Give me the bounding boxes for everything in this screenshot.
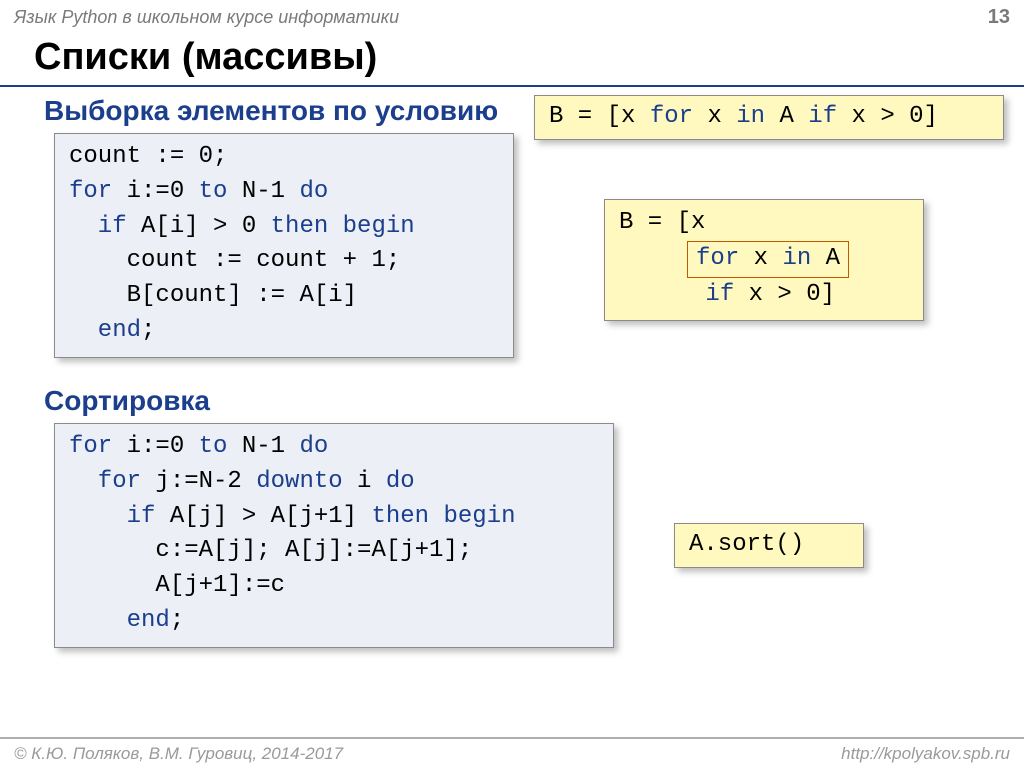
keyword: for [69, 178, 112, 205]
page-number: 13 [988, 6, 1010, 29]
keyword: for [696, 245, 739, 272]
code-text: count := 0; [69, 143, 227, 170]
code-text: A [765, 103, 808, 130]
python-sort: A.sort() [674, 523, 864, 568]
code-text: i:=0 [112, 178, 198, 205]
code-text: A[i] > 0 [127, 213, 271, 240]
keyword: then begin [371, 503, 515, 530]
highlight-frame: for x in A [687, 241, 849, 278]
keyword: end [69, 317, 141, 344]
keyword: do [386, 468, 415, 495]
keyword: if [619, 281, 734, 308]
footer-copyright: © К.Ю. Поляков, В.М. Гуровиц, 2014-2017 [14, 744, 343, 764]
slide-title: Списки (массивы) [0, 30, 1024, 87]
code-text: B = [x [549, 103, 650, 130]
keyword: downto [256, 468, 342, 495]
code-text: A.sort() [689, 531, 804, 558]
code-text: x > 0] [837, 103, 938, 130]
breadcrumb: Язык Python в школьном курсе информатики [14, 7, 399, 28]
python-oneliner-filter: B = [x for x in A if x > 0] [534, 95, 1004, 140]
code-text: A [811, 245, 840, 272]
code-text: x [693, 103, 736, 130]
keyword: do [299, 433, 328, 460]
footer-bar: © К.Ю. Поляков, В.М. Гуровиц, 2014-2017 … [0, 737, 1024, 767]
code-text: A[j+1]:=c [69, 572, 285, 599]
code-text: N-1 [227, 433, 299, 460]
keyword: if [69, 213, 127, 240]
keyword: to [199, 178, 228, 205]
code-text: B[count] := A[i] [69, 282, 357, 309]
code-text: i:=0 [112, 433, 198, 460]
code-text: x > 0] [734, 281, 835, 308]
keyword: for [69, 468, 141, 495]
code-text: N-1 [227, 178, 299, 205]
python-multiline-filter: B = [x for x in A if x > 0] [604, 199, 924, 321]
code-text: count := count + 1; [69, 247, 400, 274]
keyword: do [299, 178, 328, 205]
keyword: to [199, 433, 228, 460]
footer-url: http://kpolyakov.spb.ru [841, 744, 1010, 764]
keyword: in [782, 245, 811, 272]
code-text: i [343, 468, 386, 495]
keyword: then begin [271, 213, 415, 240]
code-text: ; [170, 607, 184, 634]
section1-row: count := 0; for i:=0 to N-1 do if A[i] >… [44, 133, 1008, 403]
pascal-code-sort: for i:=0 to N-1 do for j:=N-2 downto i d… [54, 423, 614, 648]
code-text: B = [x [619, 209, 705, 236]
keyword: if [69, 503, 155, 530]
code-text: c:=A[j]; A[j]:=A[j+1]; [69, 537, 472, 564]
code-text: A[j] > A[j+1] [155, 503, 371, 530]
code-text: ; [141, 317, 155, 344]
header-bar: Язык Python в школьном курсе информатики… [0, 0, 1024, 30]
keyword: if [808, 103, 837, 130]
content-area: Выборка элементов по условию count := 0;… [0, 87, 1024, 648]
keyword: in [736, 103, 765, 130]
keyword: for [650, 103, 693, 130]
code-text: x [739, 245, 782, 272]
keyword: for [69, 433, 112, 460]
code-text: j:=N-2 [141, 468, 256, 495]
pascal-code-filter: count := 0; for i:=0 to N-1 do if A[i] >… [54, 133, 514, 358]
keyword: end [69, 607, 170, 634]
section2-row: for i:=0 to N-1 do for j:=N-2 downto i d… [44, 423, 1008, 648]
